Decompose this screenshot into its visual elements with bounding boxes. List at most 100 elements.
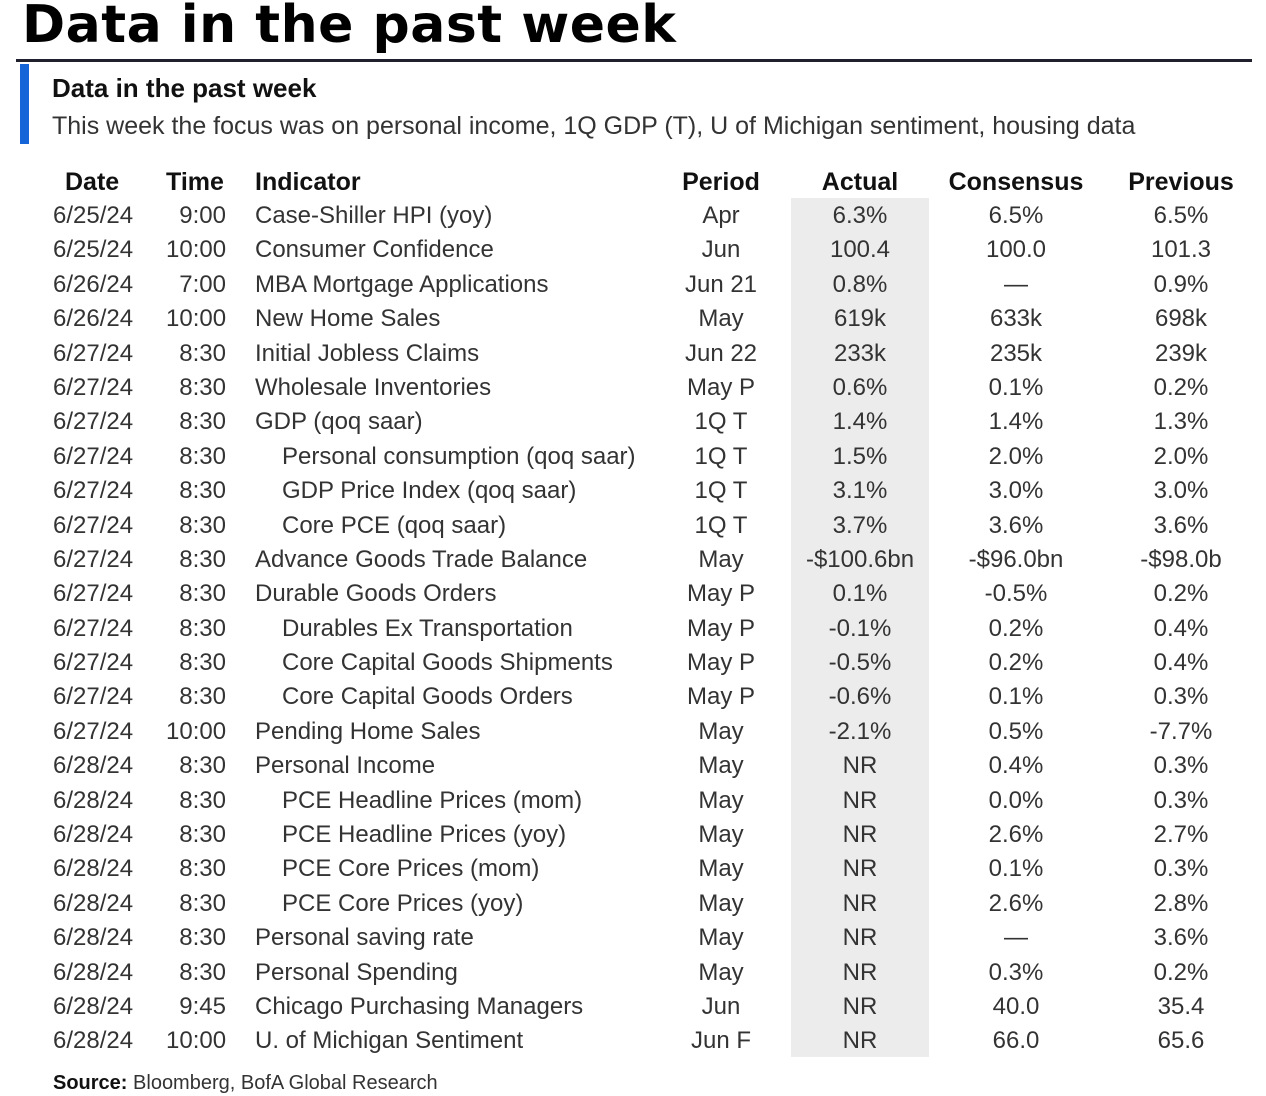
table-row: 6/27/24 8:30 Wholesale Inventories May P 0.6…	[0, 371, 1266, 405]
cell-time: 10:00	[166, 717, 227, 745]
table-row: 6/26/24 7:00 MBA Mortgage Applications Jun …	[0, 268, 1266, 302]
cell-date: 6/26/24	[53, 270, 134, 298]
cell-indicator: New Home Sales	[255, 305, 441, 333]
cell-previous: 65.6	[1157, 1027, 1205, 1055]
cell-indicator: PCE Headline Prices (yoy)	[282, 821, 567, 849]
cell-date: 6/27/24	[53, 545, 134, 573]
cell-actual: NR	[842, 1027, 878, 1055]
cell-period: May P	[686, 683, 755, 711]
cell-previous: 2.8%	[1153, 889, 1209, 917]
cell-time: 10:00	[166, 305, 227, 333]
cell-period: 1Q T	[694, 477, 748, 505]
cell-indicator: Advance Goods Trade Balance	[255, 545, 588, 573]
cell-indicator: Core Capital Goods Shipments	[282, 649, 613, 677]
cell-previous: 0.9%	[1153, 270, 1209, 298]
cell-consensus: 1.4%	[988, 408, 1044, 436]
cell-period: May	[698, 752, 744, 780]
table-row: 6/28/24 8:30 Personal saving rate May NR — 3.6…	[0, 921, 1266, 955]
cell-period: Jun 21	[684, 270, 758, 298]
cell-actual: NR	[842, 752, 878, 780]
cell-period: May	[698, 924, 744, 952]
cell-indicator: MBA Mortgage Applications	[255, 270, 549, 298]
cell-previous: 0.4%	[1153, 614, 1209, 642]
cell-date: 6/28/24	[53, 1027, 134, 1055]
table-row: 6/27/24 8:30 GDP (qoq saar) 1Q T 1.4% 1.4% 1.3…	[0, 405, 1266, 439]
cell-period: Jun	[701, 236, 741, 264]
cell-previous: 0.3%	[1153, 752, 1209, 780]
cell-date: 6/26/24	[53, 305, 134, 333]
table-row: 6/25/24 10:00 Consumer Confidence Jun 100.4 1…	[0, 233, 1266, 267]
cell-period: May	[698, 855, 744, 883]
cell-date: 6/28/24	[53, 992, 134, 1020]
cell-period: May P	[686, 614, 755, 642]
cell-time: 8:30	[179, 580, 226, 608]
cell-previous: 101.3	[1150, 236, 1212, 264]
cell-previous: 0.2%	[1153, 958, 1209, 986]
cell-period: Jun	[701, 992, 741, 1020]
cell-consensus: 100.0	[985, 236, 1047, 264]
cell-consensus: 0.5%	[988, 717, 1044, 745]
cell-previous: 698k	[1154, 305, 1208, 333]
cell-actual: NR	[842, 855, 878, 883]
cell-date: 6/27/24	[53, 339, 134, 367]
cell-date: 6/27/24	[53, 649, 134, 677]
table-row: 6/27/24 10:00 Pending Home Sales May -2.1% 0.…	[0, 715, 1266, 749]
table-body: 6/25/24 9:00 Case-Shiller HPI (yoy) Apr 6.3%…	[0, 199, 1266, 1059]
cell-actual: 3.1%	[832, 477, 888, 505]
cell-consensus: 0.1%	[988, 683, 1044, 711]
cell-indicator: Durables Ex Transportation	[282, 614, 573, 642]
cell-time: 9:00	[179, 202, 226, 229]
cell-actual: 619k	[833, 305, 887, 333]
table-row: 6/27/24 8:30 Durable Goods Orders May P 0.1%…	[0, 577, 1266, 611]
cell-indicator: PCE Core Prices (mom)	[282, 855, 540, 883]
cell-consensus: 0.4%	[988, 752, 1044, 780]
cell-date: 6/28/24	[53, 958, 134, 986]
cell-actual: 6.3%	[832, 202, 888, 229]
cell-indicator: Core Capital Goods Orders	[282, 683, 573, 711]
source-text: Bloomberg, BofA Global Research	[133, 1072, 438, 1094]
cell-date: 6/27/24	[53, 408, 134, 436]
cell-time: 10:00	[166, 236, 227, 264]
cell-time: 8:30	[179, 477, 226, 505]
cell-indicator: Personal Income	[255, 752, 436, 780]
page-title: Data in the past week	[22, 0, 677, 55]
cell-indicator: Durable Goods Orders	[255, 580, 497, 608]
cell-indicator: Case-Shiller HPI (yoy)	[255, 202, 493, 229]
header-previous: Previous	[1128, 168, 1234, 196]
source-note: Source: Bloomberg, BofA Global Research	[53, 1070, 438, 1096]
table-header: Date Time Indicator Period Actual Consen…	[0, 164, 1266, 200]
table-row: 6/27/24 8:30 Core Capital Goods Shipments M…	[0, 646, 1266, 680]
cell-consensus: 0.1%	[988, 855, 1044, 883]
header-consensus: Consensus	[948, 168, 1084, 196]
cell-date: 6/27/24	[53, 442, 134, 470]
cell-actual: NR	[842, 821, 878, 849]
cell-previous: 0.2%	[1153, 580, 1209, 608]
cell-date: 6/25/24	[53, 202, 134, 229]
cell-date: 6/27/24	[53, 373, 134, 401]
table-row: 6/27/24 8:30 GDP Price Index (qoq saar) 1Q …	[0, 474, 1266, 508]
cell-consensus: 6.5%	[988, 202, 1044, 229]
cell-consensus: 2.6%	[988, 889, 1044, 917]
cell-period: 1Q T	[694, 511, 748, 539]
cell-actual: -$100.6bn	[805, 545, 915, 573]
cell-time: 8:30	[179, 958, 226, 986]
cell-previous: 2.7%	[1153, 821, 1209, 849]
cell-consensus: 3.6%	[988, 511, 1044, 539]
cell-date: 6/28/24	[53, 889, 134, 917]
cell-actual: 1.4%	[832, 408, 888, 436]
cell-consensus: 0.3%	[988, 958, 1044, 986]
cell-indicator: Personal saving rate	[255, 924, 474, 952]
cell-previous: 3.6%	[1153, 924, 1209, 952]
cell-indicator: Core PCE (qoq saar)	[282, 511, 507, 539]
cell-date: 6/27/24	[53, 683, 134, 711]
cell-date: 6/28/24	[53, 924, 134, 952]
cell-time: 8:30	[179, 821, 226, 849]
cell-indicator: Wholesale Inventories	[255, 373, 492, 401]
cell-date: 6/28/24	[53, 752, 134, 780]
table-row: 6/27/24 8:30 Personal consumption (qoq saa…	[0, 440, 1266, 474]
table-title: Data in the past week	[52, 73, 317, 103]
cell-period: 1Q T	[694, 442, 748, 470]
cell-time: 8:30	[179, 855, 226, 883]
table-row: 6/28/24 9:45 Chicago Purchasing Managers Ju…	[0, 990, 1266, 1024]
cell-previous: 0.3%	[1153, 855, 1209, 883]
